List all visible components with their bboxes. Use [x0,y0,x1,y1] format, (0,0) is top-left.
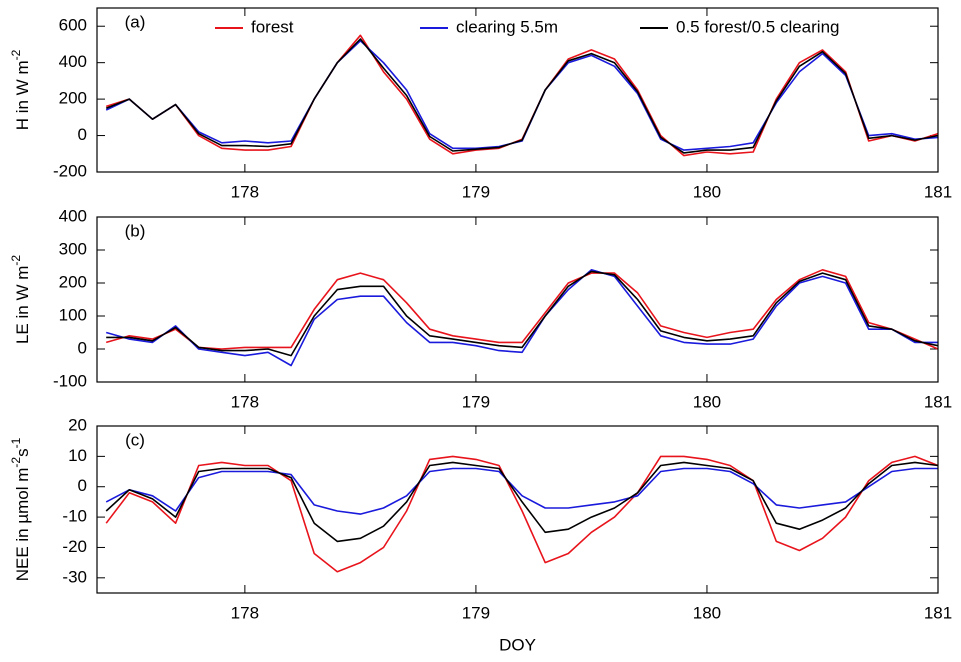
y-axis-label-sup: -1 [9,437,23,448]
y-axis-label-part: s [13,448,32,457]
y-axis-label-part: LE in W m [13,266,32,344]
series-line [105,34,938,157]
y-tick-label: 300 [59,239,87,258]
series-line [105,461,938,543]
y-axis-label-part: H in W m [13,60,32,130]
y-axis-label-part: NEE in µmol m [13,468,32,582]
y-tick-label: -20 [62,537,87,556]
x-tick-label: 181 [924,392,952,411]
legend-label: 0.5 forest/0.5 clearing [676,17,839,36]
series-line [105,38,938,154]
x-tick-label: 179 [462,182,490,201]
x-tick-label: 178 [231,392,259,411]
series-line [106,270,938,357]
y-tick-label: -30 [62,567,87,586]
x-tick-label: 179 [462,392,490,411]
y-tick-label: 0 [78,476,87,495]
y-tick-label: 10 [68,446,87,465]
x-tick-label: 178 [231,182,259,201]
series-line [105,269,938,350]
series-line [105,467,938,515]
x-tick-label: 180 [693,603,721,622]
plot-frame [96,7,939,173]
plot-frame [96,425,939,594]
y-tick-label: -100 [53,371,87,390]
y-tick-label: 100 [59,305,87,324]
x-tick-label: 181 [924,603,952,622]
x-tick-label: 181 [924,182,952,201]
y-axis-label-sup: -2 [9,255,23,266]
series-line [105,40,938,151]
y-tick-label: 400 [59,206,87,225]
x-axis-label: DOY [499,635,536,654]
legend-label: forest [251,17,294,36]
series-line [105,455,938,573]
x-tick-label: 178 [231,603,259,622]
y-axis-label: LE in W m-2 [9,255,32,344]
y-axis-label-sup: -2 [9,49,23,60]
panel-label: (c) [125,430,145,449]
plot-frame [96,216,939,383]
y-tick-label: -200 [53,161,87,180]
y-tick-label: 20 [68,415,87,434]
y-tick-label: 200 [59,272,87,291]
y-tick-label: 200 [59,89,87,108]
series-line [105,269,938,367]
x-tick-label: 179 [462,603,490,622]
y-tick-label: 400 [59,52,87,71]
y-axis-label: H in W m-2 [9,49,32,130]
x-tick-label: 180 [693,182,721,201]
y-tick-label: 0 [78,125,87,144]
y-tick-label: 600 [59,16,87,35]
y-tick-label: 0 [78,338,87,357]
legend-label: clearing 5.5m [456,17,558,36]
y-axis-label-sup: -2 [9,457,23,468]
panel-label: (a) [125,12,146,31]
y-axis-label: NEE in µmol m-2s-1 [9,437,32,581]
x-tick-label: 180 [693,392,721,411]
panel-label: (b) [125,221,146,240]
y-tick-label: -10 [62,507,87,526]
